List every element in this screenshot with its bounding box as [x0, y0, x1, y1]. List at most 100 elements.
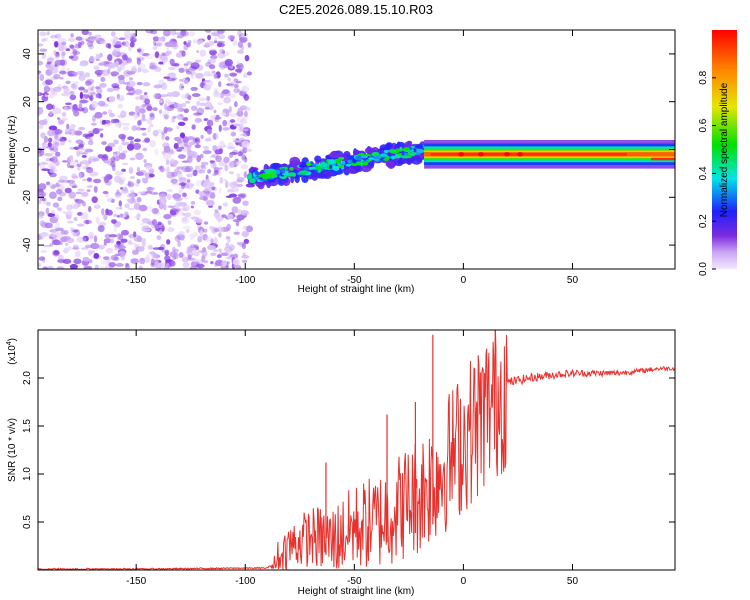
noise-speck	[133, 215, 141, 219]
noise-speck	[38, 262, 42, 267]
noise-speck	[94, 34, 102, 38]
noise-speck	[121, 229, 130, 236]
noise-speck	[141, 177, 147, 182]
noise-speck	[123, 263, 127, 266]
noise-speck	[135, 246, 145, 252]
noise-speck	[93, 252, 100, 259]
snr-y-ticks: 0.5 1.0 1.5 2.0	[22, 371, 675, 529]
noise-speck	[86, 185, 93, 188]
noise-speck	[94, 111, 103, 119]
noise-speck	[229, 119, 236, 123]
noise-speck	[53, 50, 57, 55]
noise-speck	[67, 179, 75, 184]
noise-speck	[122, 126, 129, 131]
noise-speck	[63, 105, 68, 109]
noise-speck	[80, 191, 89, 197]
x-tick-label: -50	[347, 576, 362, 587]
noise-speck	[42, 201, 52, 205]
noise-speck	[82, 133, 90, 138]
noise-speck	[44, 94, 48, 98]
noise-speck	[40, 132, 46, 139]
noise-speck	[233, 140, 242, 143]
noise-speck	[93, 38, 100, 41]
noise-speck	[161, 249, 170, 253]
noise-speck	[144, 92, 148, 96]
noise-speck	[193, 244, 199, 249]
noise-speck	[135, 96, 140, 100]
noise-speck	[221, 260, 228, 267]
noise-speck	[198, 249, 207, 253]
noise-speck	[244, 110, 248, 118]
noise-speck	[110, 71, 119, 76]
noise-speck	[92, 178, 102, 184]
noise-speck	[86, 166, 94, 174]
noise-speck	[237, 30, 243, 37]
noise-speck	[196, 50, 200, 53]
noise-speck	[101, 141, 107, 145]
noise-speck	[183, 142, 189, 147]
noise-speck	[79, 72, 84, 77]
noise-speck	[152, 129, 159, 137]
noise-speck	[110, 119, 115, 124]
noise-speck	[162, 152, 172, 160]
noise-speck	[223, 178, 227, 182]
noise-speck	[145, 190, 152, 194]
noise-speck	[178, 67, 185, 73]
noise-speck	[131, 125, 137, 132]
noise-speck	[244, 95, 250, 101]
noise-speck	[190, 62, 200, 70]
noise-speck	[233, 83, 239, 89]
noise-speck	[162, 109, 170, 117]
noise-speck	[148, 173, 155, 178]
noise-speck	[140, 127, 147, 131]
noise-speck	[182, 216, 188, 223]
noise-speck	[228, 105, 232, 113]
noise-speck	[197, 235, 203, 243]
noise-speck	[221, 214, 227, 218]
noise-speck	[49, 236, 54, 240]
noise-speck	[95, 58, 101, 62]
signal-blob	[303, 167, 309, 171]
noise-speck	[154, 262, 162, 269]
noise-speck	[43, 85, 51, 93]
noise-speck	[173, 142, 179, 150]
signal-blob	[320, 161, 327, 165]
noise-speck	[52, 107, 62, 115]
snr-multiplier-close: )	[7, 338, 18, 341]
noise-speck	[54, 128, 63, 135]
noise-speck	[212, 173, 217, 177]
noise-speck	[139, 222, 145, 226]
noise-speck	[219, 48, 225, 54]
noise-speck	[200, 164, 206, 169]
noise-speck	[133, 89, 143, 95]
noise-speck	[103, 123, 112, 127]
noise-speck	[161, 132, 165, 141]
noise-speck	[186, 156, 193, 164]
noise-speck	[38, 213, 43, 217]
noise-speck	[189, 244, 197, 249]
noise-speck	[164, 250, 170, 257]
noise-speck	[111, 31, 116, 37]
signal-halo	[360, 164, 372, 173]
noise-speck	[149, 140, 156, 148]
noise-speck	[47, 55, 53, 62]
noise-speck	[218, 205, 222, 210]
noise-speck	[198, 169, 204, 174]
noise-speck	[154, 148, 159, 156]
spectrogram-x-ticks: -150 -100 -50 0 50	[126, 30, 578, 286]
noise-speck	[120, 238, 128, 243]
noise-speck	[166, 166, 170, 173]
noise-speck	[224, 58, 234, 67]
noise-speck	[165, 159, 170, 166]
noise-speck	[39, 220, 46, 227]
noise-speck	[236, 214, 245, 221]
noise-speck	[166, 92, 174, 97]
noise-speck	[221, 252, 229, 257]
noise-speck	[176, 233, 186, 241]
signal-halo	[406, 156, 412, 166]
noise-speck	[174, 168, 180, 173]
noise-speck	[144, 172, 152, 179]
tone-peak	[504, 152, 511, 157]
signal-blob	[352, 158, 356, 163]
noise-speck	[202, 233, 208, 241]
